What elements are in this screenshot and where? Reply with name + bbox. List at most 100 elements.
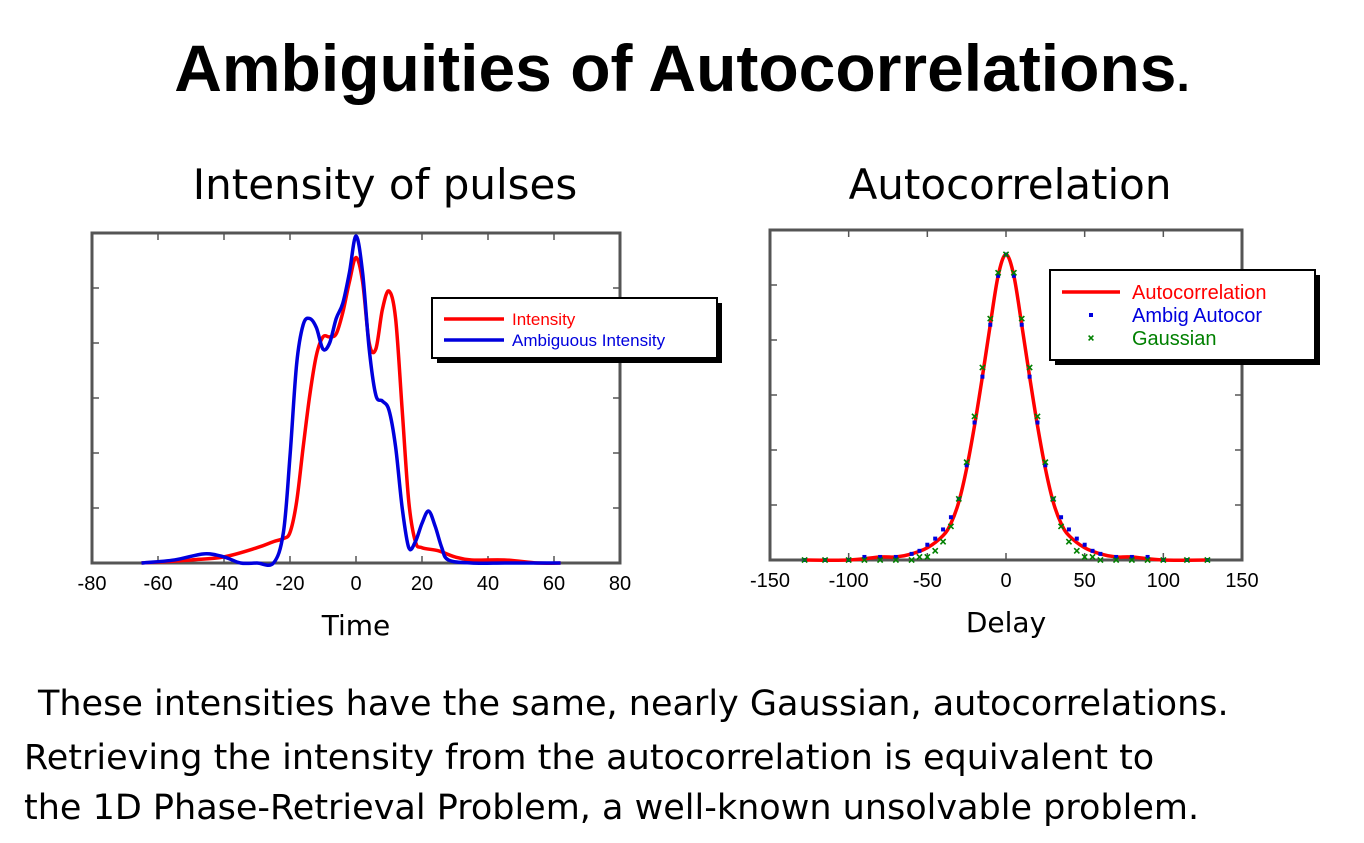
legend-label: Ambig Autocor [1132, 305, 1262, 327]
legend: Intensity Ambiguous Intensity [431, 297, 722, 363]
data-point [878, 554, 883, 559]
data-point [933, 536, 938, 541]
x-tick-label: -50 [913, 570, 942, 592]
data-point [988, 322, 993, 327]
data-point [1129, 554, 1134, 559]
data-point [1011, 273, 1016, 278]
legend-label: Intensity [512, 310, 576, 329]
data-point [893, 554, 898, 559]
series-gaussian [801, 251, 1211, 564]
series-ambiguous-intensity [141, 234, 561, 567]
x-tick-label: -150 [750, 570, 790, 592]
data-point [1183, 556, 1191, 564]
data-point [1089, 553, 1096, 561]
x-tick-label: 50 [1074, 570, 1096, 592]
caption-line-2: Retrieving the intensity from the autoco… [24, 738, 1155, 778]
data-point [1128, 556, 1136, 564]
x-tick-label: 0 [350, 573, 361, 595]
title-period: . [1176, 49, 1190, 102]
data-point [941, 527, 946, 532]
data-point [1098, 551, 1103, 556]
left-chart-heading: Intensity of pulses [192, 160, 578, 209]
x-tick-label: 80 [609, 573, 631, 595]
legend-label: Autocorrelation [1132, 282, 1267, 304]
data-point [1059, 515, 1064, 520]
data-point [1204, 556, 1211, 564]
x-tick-label: -20 [276, 573, 305, 595]
x-tick-label: 20 [411, 573, 433, 595]
legend-box [431, 297, 718, 359]
x-tick-label: 40 [477, 573, 499, 595]
legend-label: Ambiguous Intensity [512, 331, 666, 350]
data-point [1065, 538, 1073, 545]
caption-line-1: These intensities have the same, nearly … [38, 684, 1229, 724]
data-point [1066, 527, 1071, 532]
data-point [1035, 420, 1040, 425]
data-point [955, 495, 962, 503]
legend-marker [1088, 335, 1094, 341]
series-line [141, 255, 561, 565]
data-point [996, 273, 1001, 278]
data-point [1073, 547, 1080, 554]
data-point [980, 374, 985, 379]
data-point [924, 553, 931, 561]
x-tick-label: -100 [829, 570, 869, 592]
data-point [862, 554, 867, 559]
data-point [916, 553, 923, 561]
x-tick-label: 100 [1147, 570, 1180, 592]
data-point [925, 542, 930, 547]
data-point [1026, 364, 1033, 371]
data-point [971, 413, 978, 420]
data-point [1145, 554, 1150, 559]
data-point [1081, 553, 1088, 561]
data-point [1002, 251, 1010, 258]
series-line [141, 234, 561, 567]
data-point [1090, 548, 1095, 553]
legend-label: Gaussian [1132, 328, 1217, 350]
data-point [821, 556, 829, 564]
data-point [939, 538, 947, 545]
series-intensity [141, 255, 561, 565]
x-tick-label: -40 [210, 573, 239, 595]
x-tick-label: 60 [543, 573, 565, 595]
x-axis-label: Time [321, 609, 391, 642]
right-chart-heading: Autocorrelation [848, 160, 1172, 209]
x-axis-label: Delay [966, 606, 1046, 639]
data-point [917, 548, 922, 553]
data-point [972, 420, 977, 425]
data-point [1114, 554, 1119, 559]
page-title: Ambiguities of Autocorrelations. [0, 30, 1364, 106]
data-point [963, 459, 970, 466]
data-point [987, 315, 994, 322]
intensity-chart: -80 -60 -40 -20 0 20 40 60 80 Time Intensity Ambigu… [78, 231, 722, 642]
data-point [1057, 523, 1065, 530]
data-point [845, 556, 852, 564]
x-tick-label: 150 [1225, 570, 1258, 592]
data-point [1112, 556, 1120, 564]
data-point [947, 523, 955, 530]
caption-line-3: the 1D Phase-Retrieval Problem, a well-k… [24, 788, 1200, 828]
data-point [861, 556, 868, 564]
x-tick-label: -60 [144, 573, 173, 595]
data-point [1034, 413, 1041, 420]
legend-box [1049, 269, 1316, 361]
data-point [994, 269, 1002, 276]
data-point [1097, 556, 1104, 564]
data-point [1043, 463, 1048, 468]
data-point [1082, 542, 1087, 547]
data-point [1160, 556, 1167, 564]
data-point [1042, 459, 1049, 466]
legend-marker [1089, 313, 1093, 317]
data-point [1010, 269, 1018, 276]
data-point [1050, 495, 1057, 503]
data-point [964, 463, 969, 468]
data-point [892, 556, 900, 564]
title-text: Ambiguities of Autocorrelations [174, 31, 1177, 105]
data-point [1018, 315, 1025, 322]
data-point [932, 547, 939, 554]
data-point [1019, 322, 1024, 327]
data-point [1027, 374, 1032, 379]
data-point [876, 556, 884, 564]
x-tick-label: 0 [1000, 570, 1011, 592]
